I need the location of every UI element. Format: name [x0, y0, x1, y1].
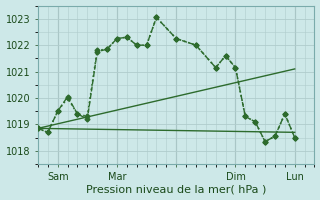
X-axis label: Pression niveau de la mer( hPa ): Pression niveau de la mer( hPa ): [86, 184, 266, 194]
